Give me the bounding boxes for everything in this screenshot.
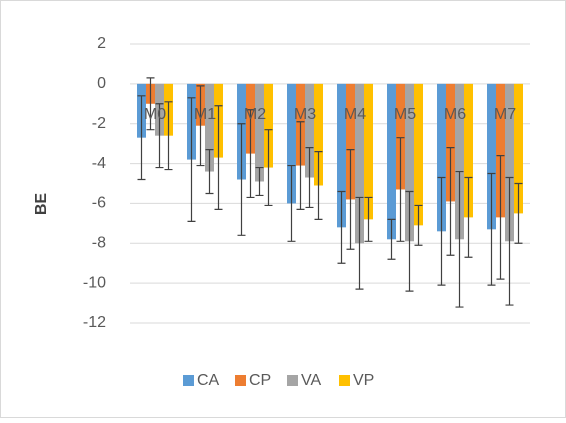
error-bar — [205, 149, 214, 195]
error-bar — [487, 172, 496, 286]
error-bar — [455, 170, 464, 308]
error-bar — [514, 182, 523, 244]
error-bar — [264, 129, 273, 207]
legend-label: CA — [197, 372, 220, 389]
bar — [496, 83, 505, 218]
error-bar — [464, 176, 473, 258]
bar — [337, 83, 346, 228]
bar — [364, 83, 373, 220]
x-tick-label: M0 — [144, 106, 166, 123]
legend-swatch — [183, 375, 194, 386]
x-tick-label: M1 — [194, 106, 216, 123]
y-tick-label: 0 — [97, 75, 106, 92]
bar — [355, 83, 364, 244]
error-bar — [137, 95, 146, 181]
error-bar — [196, 85, 205, 167]
y-tick-label: -12 — [83, 314, 106, 331]
error-bar — [496, 155, 505, 280]
bar — [305, 83, 314, 178]
error-bar — [355, 196, 364, 290]
bar — [487, 83, 496, 230]
bar — [514, 83, 523, 214]
x-tick-label: M5 — [394, 106, 416, 123]
error-bar — [255, 166, 264, 197]
bar — [505, 83, 514, 242]
y-tick-label: -10 — [83, 274, 106, 291]
x-tick-label: M4 — [344, 106, 366, 123]
legend-swatch — [235, 375, 246, 386]
legend-label: VA — [301, 372, 321, 389]
error-bar — [446, 147, 455, 256]
error-bar — [296, 121, 305, 211]
x-tick-label: M3 — [294, 106, 316, 123]
error-bar — [314, 151, 323, 220]
x-tick-label: M6 — [444, 106, 466, 123]
legend-label: CP — [249, 372, 271, 389]
y-tick-label: 2 — [97, 35, 106, 52]
bar — [255, 83, 264, 182]
error-bar — [387, 218, 396, 260]
y-axis-label: BE — [33, 193, 50, 216]
bar — [414, 83, 423, 226]
error-bar — [287, 164, 296, 242]
error-bar — [364, 196, 373, 242]
error-bar — [505, 176, 514, 306]
bar — [405, 83, 414, 242]
bar — [314, 83, 323, 186]
y-tick-label: -2 — [92, 115, 106, 132]
error-bar — [405, 190, 414, 292]
error-bar — [437, 176, 446, 286]
error-bar — [337, 190, 346, 264]
error-bar — [237, 123, 246, 236]
error-bar — [346, 149, 355, 250]
error-bar — [305, 147, 314, 209]
legend-swatch — [287, 375, 298, 386]
error-bar — [146, 77, 155, 131]
bar — [264, 83, 273, 168]
error-bar — [187, 97, 196, 222]
error-bar — [396, 137, 405, 242]
bar — [396, 83, 405, 190]
x-tick-label: M2 — [244, 106, 266, 123]
bar — [464, 83, 473, 218]
bar — [346, 83, 355, 200]
error-bar — [246, 109, 255, 199]
y-tick-label: -8 — [92, 235, 106, 252]
x-tick-label: M7 — [494, 106, 516, 123]
bar — [205, 83, 214, 172]
bar — [287, 83, 296, 204]
legend-swatch — [339, 375, 350, 386]
error-bar — [164, 101, 173, 171]
legend-label: VP — [353, 372, 374, 389]
bar — [387, 83, 396, 240]
error-bar — [414, 204, 423, 246]
y-tick-label: -4 — [92, 155, 106, 172]
bar — [437, 83, 446, 232]
error-bar — [155, 103, 164, 169]
y-tick-label: -6 — [92, 195, 106, 212]
error-bar — [214, 105, 223, 211]
bar — [455, 83, 464, 240]
bar — [446, 83, 455, 202]
